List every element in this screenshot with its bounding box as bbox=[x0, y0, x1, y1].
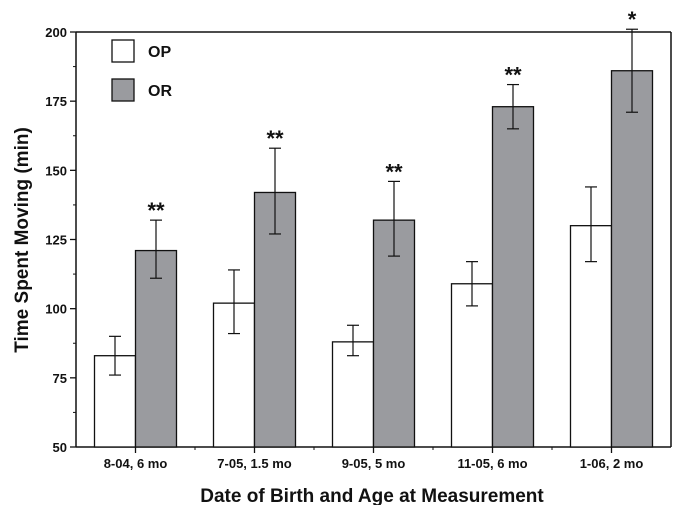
labels: 50 75 100 125 150 175 200 8-04, 6 mo 7-05, 1.5 m… bbox=[45, 7, 643, 471]
x-tick-label: 7-05, 1.5 mo bbox=[217, 456, 291, 471]
y-tick-label: 100 bbox=[45, 302, 67, 317]
x-tick-label: 11-05, 6 mo bbox=[457, 456, 527, 471]
bar-op bbox=[331, 341, 375, 448]
legend-swatch-op bbox=[111, 39, 135, 63]
y-axis-title: Time Spent Moving (min) bbox=[12, 127, 33, 353]
significance-marker: ** bbox=[147, 198, 165, 223]
bar-or bbox=[134, 249, 178, 448]
y-tick-label: 150 bbox=[45, 163, 67, 178]
bar-or bbox=[610, 70, 654, 448]
y-tick-label: 50 bbox=[53, 440, 67, 455]
bar-op bbox=[450, 283, 494, 448]
bars bbox=[93, 28, 654, 448]
significance-marker: * bbox=[628, 7, 637, 32]
significance-marker: ** bbox=[504, 63, 522, 88]
x-axis-title: Date of Birth and Age at Measurement bbox=[200, 486, 544, 505]
bar-or bbox=[491, 106, 535, 448]
legend: OP OR bbox=[111, 39, 172, 102]
y-tick-label: 125 bbox=[45, 233, 67, 248]
x-tick-label: 1-06, 2 mo bbox=[580, 456, 644, 471]
y-tick-label: 75 bbox=[53, 371, 67, 386]
legend-label-or: OR bbox=[148, 83, 172, 100]
significance-marker: ** bbox=[385, 159, 403, 184]
x-tick-label: 8-04, 6 mo bbox=[104, 456, 168, 471]
y-tick-label: 175 bbox=[45, 94, 67, 109]
legend-swatch-or bbox=[111, 78, 135, 102]
bar-or bbox=[253, 191, 297, 448]
x-tick-label: 9-05, 5 mo bbox=[342, 456, 406, 471]
legend-label-op: OP bbox=[148, 44, 171, 61]
y-tick-label: 200 bbox=[45, 25, 67, 40]
significance-marker: ** bbox=[266, 126, 284, 151]
